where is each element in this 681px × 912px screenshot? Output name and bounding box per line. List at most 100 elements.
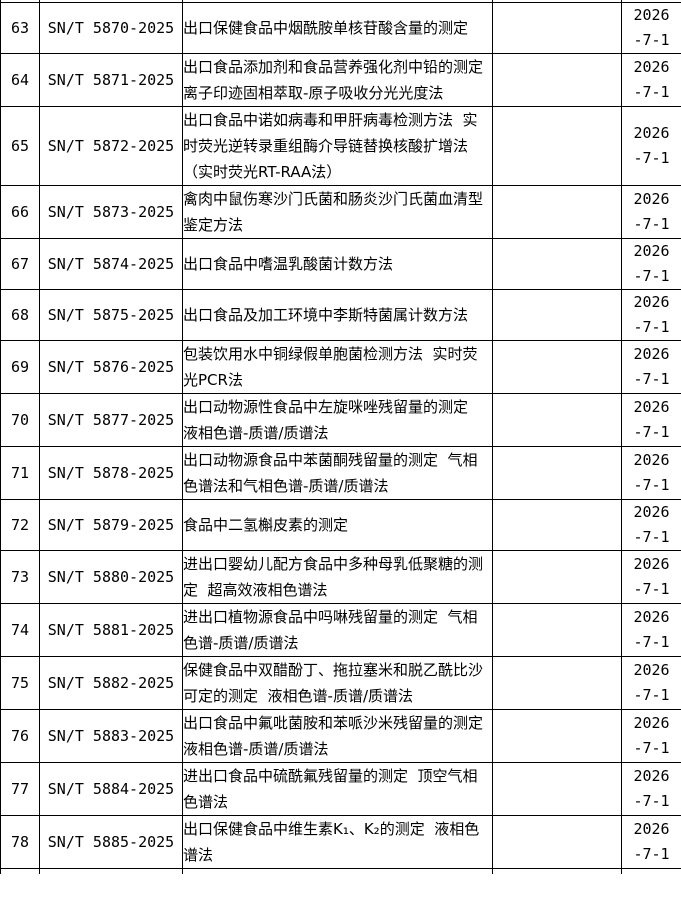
implementation-date-year: 2026 xyxy=(633,58,670,76)
row-number: 68 xyxy=(10,306,30,324)
row-number-cell: 70 xyxy=(0,393,40,447)
standard-code: SN/T 5881-2025 xyxy=(47,621,175,639)
row-number-cell: 76 xyxy=(0,709,40,763)
replaced-standard-cell xyxy=(492,603,622,657)
row-number: 67 xyxy=(10,255,30,273)
implementation-date-year: 2026 xyxy=(633,608,670,626)
row-number: 72 xyxy=(10,516,30,534)
table-row: 63 SN/T 5870-2025 出口保健食品中烟酰胺单核苷酸含量的测定 20… xyxy=(0,2,681,54)
standard-code-cell: SN/T 5871-2025 xyxy=(39,53,183,107)
standard-code-cell: SN/T 5870-2025 xyxy=(39,2,183,54)
implementation-date-year: 2026 xyxy=(633,345,670,363)
standards-table: 63 SN/T 5870-2025 出口保健食品中烟酰胺单核苷酸含量的测定 20… xyxy=(0,0,681,874)
implementation-date-monthday: -7-1 xyxy=(633,580,670,598)
row-number: 65 xyxy=(10,137,30,155)
standard-name: 进出口食品中硫酰氟残留量的测定 顶空气相色谱法 xyxy=(183,767,478,811)
implementation-date-monthday: -7-1 xyxy=(633,31,670,49)
implementation-date-year: 2026 xyxy=(633,190,670,208)
standard-code-cell: SN/T 5884-2025 xyxy=(39,762,183,816)
replaced-standard-cell xyxy=(492,550,622,604)
row-number-cell: 63 xyxy=(0,2,40,54)
standard-name: 禽肉中鼠伤寒沙门氏菌和肠炎沙门氏菌血清型鉴定方法 xyxy=(183,190,484,234)
standard-code: SN/T 5880-2025 xyxy=(47,568,175,586)
replaced-standard-cell xyxy=(492,2,622,54)
replaced-standard-cell xyxy=(492,762,622,816)
standard-name: 出口动物源食品中苯菌酮残留量的测定 气相色谱法和气相色谱-质谱/质谱法 xyxy=(183,451,478,495)
implementation-date-monthday: -7-1 xyxy=(633,215,670,233)
standard-code-cell: SN/T 5880-2025 xyxy=(39,550,183,604)
implementation-date-cell: 2026 -7-1 xyxy=(621,815,681,869)
implementation-date-cell: 2026 -7-1 xyxy=(621,289,681,341)
standard-name-cell: 出口食品中诺如病毒和甲肝病毒检测方法 实时荧光逆转录重组酶介导链替换核酸扩增法（… xyxy=(182,106,493,186)
row-number-cell: 72 xyxy=(0,499,40,551)
standard-code-cell: SN/T 5878-2025 xyxy=(39,446,183,500)
row-number-cell: 69 xyxy=(0,340,40,394)
standard-code-cell: SN/T 5875-2025 xyxy=(39,289,183,341)
replaced-standard-cell xyxy=(492,53,622,107)
implementation-date-year: 2026 xyxy=(633,503,670,521)
replaced-standard-cell xyxy=(492,185,622,239)
implementation-date-monthday: -7-1 xyxy=(633,423,670,441)
implementation-date-cell: 2026 -7-1 xyxy=(621,499,681,551)
implementation-date-cell: 2026 -7-1 xyxy=(621,762,681,816)
standard-code: SN/T 5874-2025 xyxy=(47,255,175,273)
replaced-standard-cell xyxy=(492,289,622,341)
row-number-cell: 66 xyxy=(0,185,40,239)
standard-code: SN/T 5873-2025 xyxy=(47,203,175,221)
table-row: 76 SN/T 5883-2025 出口食品中氟吡菌胺和苯哌沙米残留量的测定 液… xyxy=(0,709,681,763)
implementation-date-monthday: -7-1 xyxy=(633,318,670,336)
replaced-standard-cell xyxy=(492,656,622,710)
table-row: 78 SN/T 5885-2025 出口保健食品中维生素K₁、K₂的测定 液相色… xyxy=(0,815,681,869)
standard-name: 包装饮用水中铜绿假单胞菌检测方法 实时荧光PCR法 xyxy=(183,345,478,389)
standard-name-cell: 出口保健食品中烟酰胺单核苷酸含量的测定 xyxy=(182,2,493,54)
implementation-date-cell: 2026 -7-1 xyxy=(621,446,681,500)
implementation-date-cell: 2026 -7-1 xyxy=(621,2,681,54)
standard-name-cell: 进出口食品中硫酰氟残留量的测定 顶空气相色谱法 xyxy=(182,762,493,816)
implementation-date-year: 2026 xyxy=(633,555,670,573)
standard-name: 保健食品中双醋酚丁、拖拉塞米和脱乙酰比沙可定的测定 液相色谱-质谱/质谱法 xyxy=(183,661,484,705)
implementation-date-cell: 2026 -7-1 xyxy=(621,106,681,186)
replaced-standard-cell xyxy=(492,340,622,394)
implementation-date-year: 2026 xyxy=(633,398,670,416)
implementation-date-year: 2026 xyxy=(633,242,670,260)
row-number-cell: 68 xyxy=(0,289,40,341)
standard-name-cell: 出口保健食品中维生素K₁、K₂的测定 液相色谱法 xyxy=(182,815,493,869)
standard-name-cell: 包装饮用水中铜绿假单胞菌检测方法 实时荧光PCR法 xyxy=(182,340,493,394)
standard-code-cell: SN/T 5882-2025 xyxy=(39,656,183,710)
implementation-date-year: 2026 xyxy=(633,661,670,679)
table-row: 68 SN/T 5875-2025 出口食品及加工环境中李斯特菌属计数方法 20… xyxy=(0,289,681,341)
standard-name: 出口食品及加工环境中李斯特菌属计数方法 xyxy=(183,306,469,324)
implementation-date-monthday: -7-1 xyxy=(633,476,670,494)
row-number-cell: 67 xyxy=(0,238,40,290)
row-number: 73 xyxy=(10,568,30,586)
standard-code-cell xyxy=(39,868,183,874)
replaced-standard-cell xyxy=(492,106,622,186)
row-number: 78 xyxy=(10,833,30,851)
row-number: 75 xyxy=(10,674,30,692)
table-row: 70 SN/T 5877-2025 出口动物源性食品中左旋咪唑残留量的测定 液相… xyxy=(0,393,681,447)
standard-name-cell xyxy=(182,868,493,874)
row-number-cell: 71 xyxy=(0,446,40,500)
standard-code-cell: SN/T 5877-2025 xyxy=(39,393,183,447)
standard-code-cell: SN/T 5879-2025 xyxy=(39,499,183,551)
standard-code: SN/T 5885-2025 xyxy=(47,833,175,851)
standard-code: SN/T 5884-2025 xyxy=(47,780,175,798)
standard-code: SN/T 5871-2025 xyxy=(47,71,175,89)
standard-code: SN/T 5879-2025 xyxy=(47,516,175,534)
standard-code: SN/T 5882-2025 xyxy=(47,674,175,692)
implementation-date-cell: 2026 -7-1 xyxy=(621,185,681,239)
standard-name-cell: 进出口植物源食品中吗啉残留量的测定 气相色谱-质谱/质谱法 xyxy=(182,603,493,657)
implementation-date-monthday: -7-1 xyxy=(633,686,670,704)
standard-code: SN/T 5877-2025 xyxy=(47,411,175,429)
replaced-standard-cell xyxy=(492,709,622,763)
standard-code-cell: SN/T 5873-2025 xyxy=(39,185,183,239)
standard-code-cell: SN/T 5883-2025 xyxy=(39,709,183,763)
standard-name: 出口动物源性食品中左旋咪唑残留量的测定 液相色谱-质谱/质谱法 xyxy=(183,398,478,442)
implementation-date-monthday: -7-1 xyxy=(633,267,670,285)
standard-name-cell: 食品中二氢槲皮素的测定 xyxy=(182,499,493,551)
standard-code-cell: SN/T 5872-2025 xyxy=(39,106,183,186)
standard-name-cell: 出口食品中氟吡菌胺和苯哌沙米残留量的测定 液相色谱-质谱/质谱法 xyxy=(182,709,493,763)
replaced-standard-cell xyxy=(492,868,622,874)
table-row: 77 SN/T 5884-2025 进出口食品中硫酰氟残留量的测定 顶空气相色谱… xyxy=(0,762,681,816)
